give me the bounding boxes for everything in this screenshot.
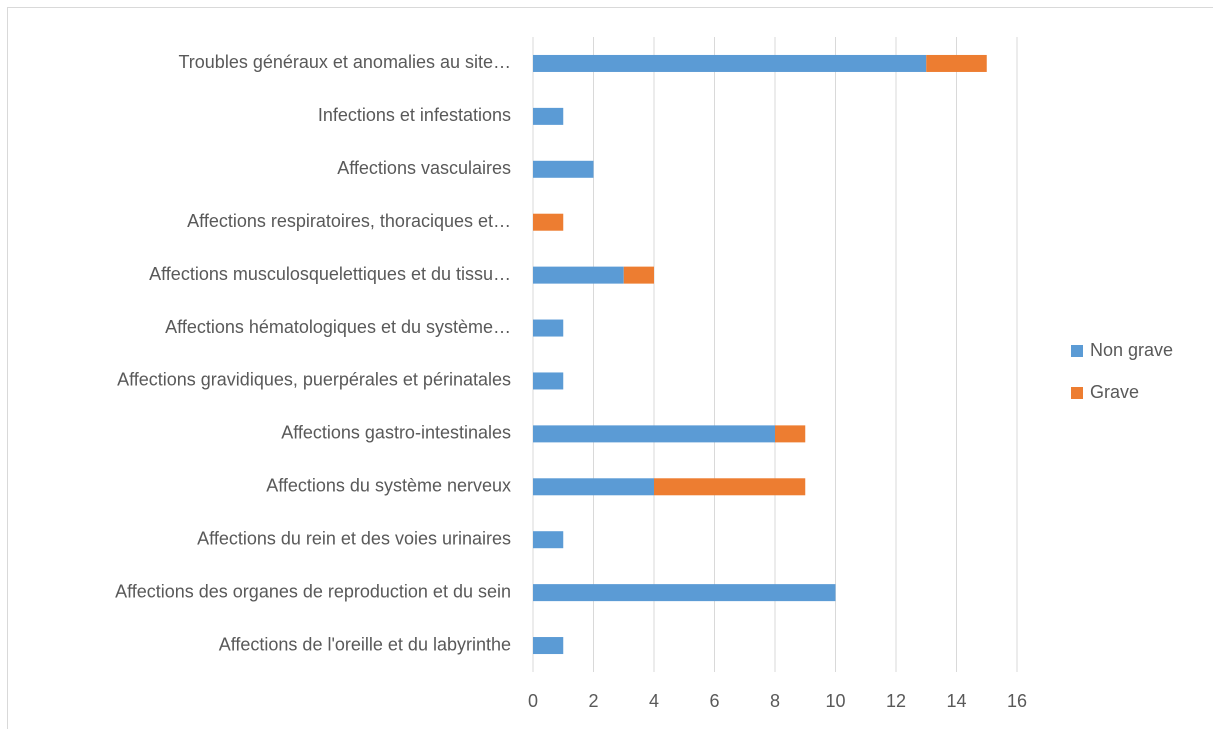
- x-tick-label: 4: [649, 691, 659, 711]
- y-tick-label: Affections gravidiques, puerpérales et p…: [117, 370, 511, 390]
- bar-segment: [533, 319, 564, 337]
- y-tick-label: Affections des organes de reproduction e…: [115, 581, 511, 601]
- bar-segment: [654, 478, 806, 496]
- x-tick-label: 14: [946, 691, 966, 711]
- y-tick-label: Affections du rein et des voies urinaire…: [197, 528, 511, 548]
- y-tick-label: Affections du système nerveux: [266, 476, 511, 496]
- bar-segment: [623, 266, 654, 284]
- x-tick-label: 12: [886, 691, 906, 711]
- bar-segment: [533, 584, 836, 602]
- bar-segment: [533, 637, 564, 655]
- legend-swatch: [1071, 387, 1083, 399]
- x-tick-label: 16: [1007, 691, 1027, 711]
- y-tick-label: Affections de l'oreille et du labyrinthe: [219, 634, 511, 654]
- bar-segment: [926, 54, 987, 72]
- bar-segment: [533, 160, 594, 178]
- y-tick-label: Infections et infestations: [318, 105, 511, 125]
- y-tick-label: Affections musculosquelettiques et du ti…: [149, 264, 511, 284]
- bar-segment: [533, 54, 927, 72]
- bar-segment: [533, 372, 564, 390]
- y-tick-label: Troubles généraux et anomalies au site…: [178, 52, 511, 72]
- chart-frame: [7, 7, 1213, 729]
- bar-segment: [533, 531, 564, 549]
- y-tick-label: Affections respiratoires, thoraciques et…: [187, 211, 511, 231]
- bar-segment: [775, 425, 806, 443]
- bar-segment: [533, 425, 775, 443]
- x-tick-label: 0: [528, 691, 538, 711]
- x-tick-label: 6: [709, 691, 719, 711]
- y-tick-label: Affections hématologiques et du système…: [165, 317, 511, 337]
- legend-swatch: [1071, 345, 1083, 357]
- bar-segment: [533, 266, 624, 284]
- bar-segment: [533, 478, 654, 496]
- x-tick-label: 8: [770, 691, 780, 711]
- legend-label: Grave: [1090, 382, 1139, 402]
- legend-label: Non grave: [1090, 340, 1173, 360]
- bar-segment: [533, 213, 564, 231]
- bar-segment: [533, 107, 564, 125]
- x-tick-label: 2: [588, 691, 598, 711]
- y-tick-label: Affections gastro-intestinales: [281, 423, 511, 443]
- x-tick-label: 10: [825, 691, 845, 711]
- y-tick-label: Affections vasculaires: [337, 158, 511, 178]
